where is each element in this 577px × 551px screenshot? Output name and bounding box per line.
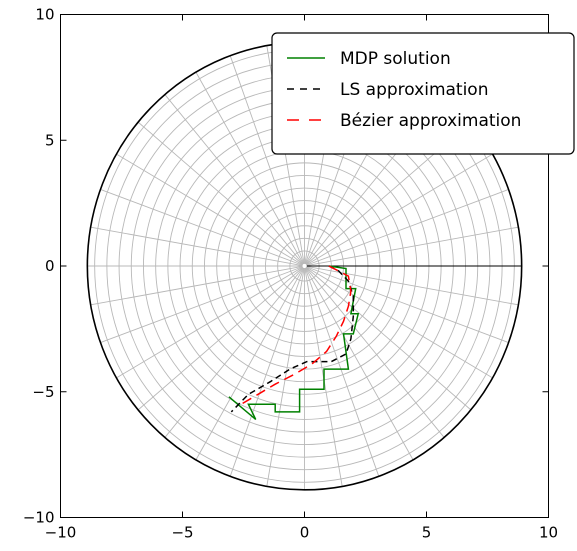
grid-ring xyxy=(301,263,308,269)
x-tick-label: 5 xyxy=(422,524,432,542)
grid-spoke xyxy=(306,266,509,343)
y-tick-label: 0 xyxy=(45,257,55,275)
grid-spoke xyxy=(195,267,304,461)
grid-spoke xyxy=(195,71,304,265)
grid-spoke xyxy=(306,153,493,266)
grid-spoke xyxy=(164,94,304,265)
grid-spoke xyxy=(116,266,303,379)
series-line-3 xyxy=(240,265,352,405)
legend-box xyxy=(271,32,575,155)
series-line-2 xyxy=(230,265,355,413)
y-tick-label: −5 xyxy=(32,383,54,401)
grid-spoke xyxy=(229,268,305,477)
grid-spoke xyxy=(137,267,303,411)
grid-spoke xyxy=(100,266,303,343)
x-tick-label: −10 xyxy=(45,524,77,542)
grid-spoke xyxy=(305,267,414,461)
grid-spoke xyxy=(266,268,305,487)
grid-spoke xyxy=(304,268,380,477)
grid-spoke xyxy=(229,55,305,264)
y-tick-label: −10 xyxy=(23,509,55,527)
grid-spoke xyxy=(164,267,304,438)
x-tick-label: 10 xyxy=(539,524,558,542)
series-line-1 xyxy=(228,265,360,420)
legend-label-3: Bézier approximation xyxy=(340,111,521,131)
data-series xyxy=(228,265,360,420)
legend: MDP solution LS approximation Bézier appro… xyxy=(271,32,575,155)
y-tick-label: 10 xyxy=(35,6,54,24)
grid-spoke xyxy=(116,153,303,266)
x-tick-label: 0 xyxy=(300,524,310,542)
grid-spoke xyxy=(306,189,509,266)
grid-spoke xyxy=(306,226,519,267)
grid-spoke xyxy=(306,266,493,379)
grid-spoke xyxy=(137,121,303,265)
y-tick-label: 5 xyxy=(45,131,55,149)
grid-spoke xyxy=(90,265,303,306)
x-tick-label: −5 xyxy=(171,524,193,542)
legend-label-2: LS approximation xyxy=(340,80,488,100)
legend-label-1: MDP solution xyxy=(340,49,451,69)
grid-spoke xyxy=(100,189,303,266)
grid-spoke xyxy=(305,267,445,438)
polar-grid xyxy=(86,41,523,491)
grid-spoke xyxy=(90,226,303,267)
axis-ticks: −10 −5 0 5 10 −10 −5 0 5 10 xyxy=(23,6,558,542)
grid-spoke xyxy=(306,267,472,411)
grid-spoke xyxy=(306,265,519,306)
